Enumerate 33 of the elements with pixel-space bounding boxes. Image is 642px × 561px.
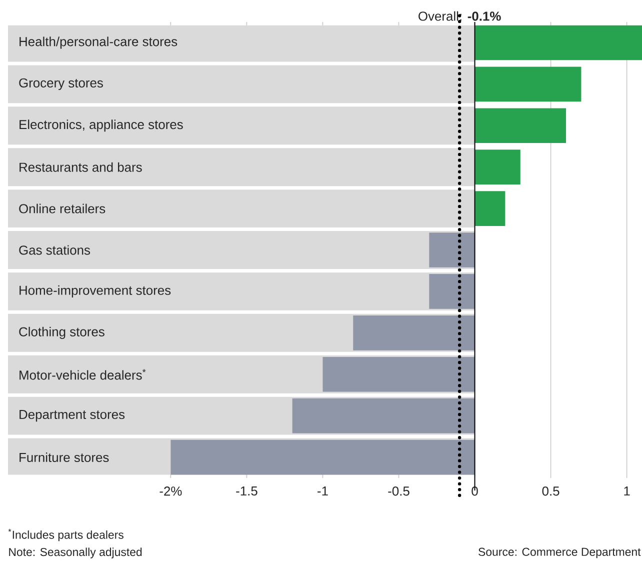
bar: [322, 356, 475, 392]
bar: [474, 108, 566, 144]
bar: [474, 150, 520, 185]
y-tick-label: Department stores: [20, 410, 125, 422]
x-tick-label: 0: [472, 486, 478, 496]
y-tick-label: Health/personal-care stores: [20, 36, 178, 49]
y-tick-label: Furniture stores: [20, 452, 109, 462]
bar: [170, 440, 475, 475]
bar: [292, 398, 475, 434]
y-tick-label: Restaurants and bars: [20, 162, 142, 172]
bar: [474, 191, 506, 226]
y-tick-label: Grocery stores: [19, 78, 103, 90]
text: $^{*}$Includes parts dealers: [8, 528, 124, 542]
text: Note: Seasonally adjusted: [9, 548, 142, 558]
y-tick-label: Home-improvement stores: [20, 285, 171, 298]
x-tick-label: -1.5: [236, 486, 258, 496]
y-tick-label: Motor-vehicle dealers$^{*}$: [20, 369, 146, 380]
bar: [474, 25, 642, 60]
y-tick-label: Clothing stores: [19, 326, 104, 339]
source-note: Source: Commerce Department: [478, 548, 641, 558]
x-tick-label: -1: [318, 486, 328, 496]
y-tick-label: Electronics, appliance stores: [20, 120, 183, 132]
y-tick-label: Online retailers: [19, 204, 106, 214]
x-tick-label: -0.5: [388, 486, 410, 496]
bar: [474, 66, 582, 102]
bar: [353, 316, 475, 350]
ref-line-label: Overall: -0.1%: [418, 11, 501, 21]
x-tick-label: 0.5: [542, 486, 560, 496]
bar: [429, 274, 475, 309]
x-tick-label: -2%: [160, 486, 182, 496]
y-tick-label: Gas stations: [19, 245, 90, 255]
x-tick-label: 1: [624, 486, 630, 496]
bar: [429, 232, 475, 268]
